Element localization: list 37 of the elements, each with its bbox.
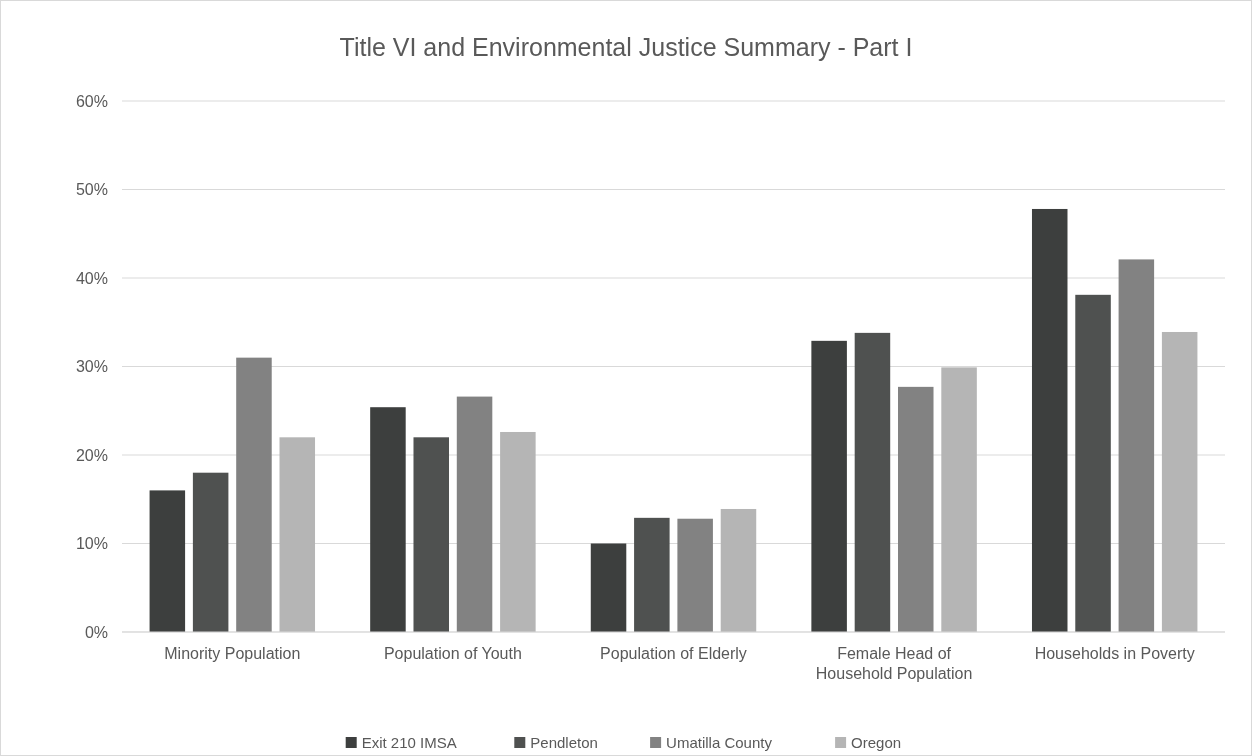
bar [634,517,670,632]
y-tick-label: 30% [75,358,108,376]
bar [279,437,316,632]
legend-label: Oregon [851,734,902,751]
x-tick-label: Population of Elderly [600,645,747,662]
y-tick-label: 50% [75,181,108,199]
bar [370,407,406,632]
legend-label: Pendleton [530,734,598,751]
bar [811,340,847,632]
x-tick-label: Female Head of Household Population [815,645,973,682]
bar [898,386,934,632]
bar [1118,259,1155,632]
y-tick-label: 20% [75,446,108,464]
bar [720,508,757,632]
x-tick-label: Population of Youth [383,645,522,662]
legend-label: Exit 210 IMSA [361,734,457,751]
bar [1161,331,1198,632]
x-tick-label: Households in Poverty [1034,645,1195,662]
bar [456,396,493,632]
bar [854,332,891,632]
bar [941,367,977,632]
legend-label: Umatilla County [666,734,773,751]
y-tick-label: 0% [84,623,108,641]
y-tick-label: 10% [75,535,108,553]
bar [1031,208,1068,632]
bar [192,472,229,632]
y-tick-label: 60% [75,92,108,110]
bar [236,357,272,632]
bar [149,490,186,632]
bar [1075,294,1111,632]
chart-title: Title VI and Environmental Justice Summary - Part I [339,33,913,61]
y-tick-label: 40% [75,269,108,287]
bar [500,431,536,632]
bar [590,543,627,632]
bar [677,518,713,632]
bar [413,437,449,632]
x-tick-label: Minority Population [164,645,301,662]
